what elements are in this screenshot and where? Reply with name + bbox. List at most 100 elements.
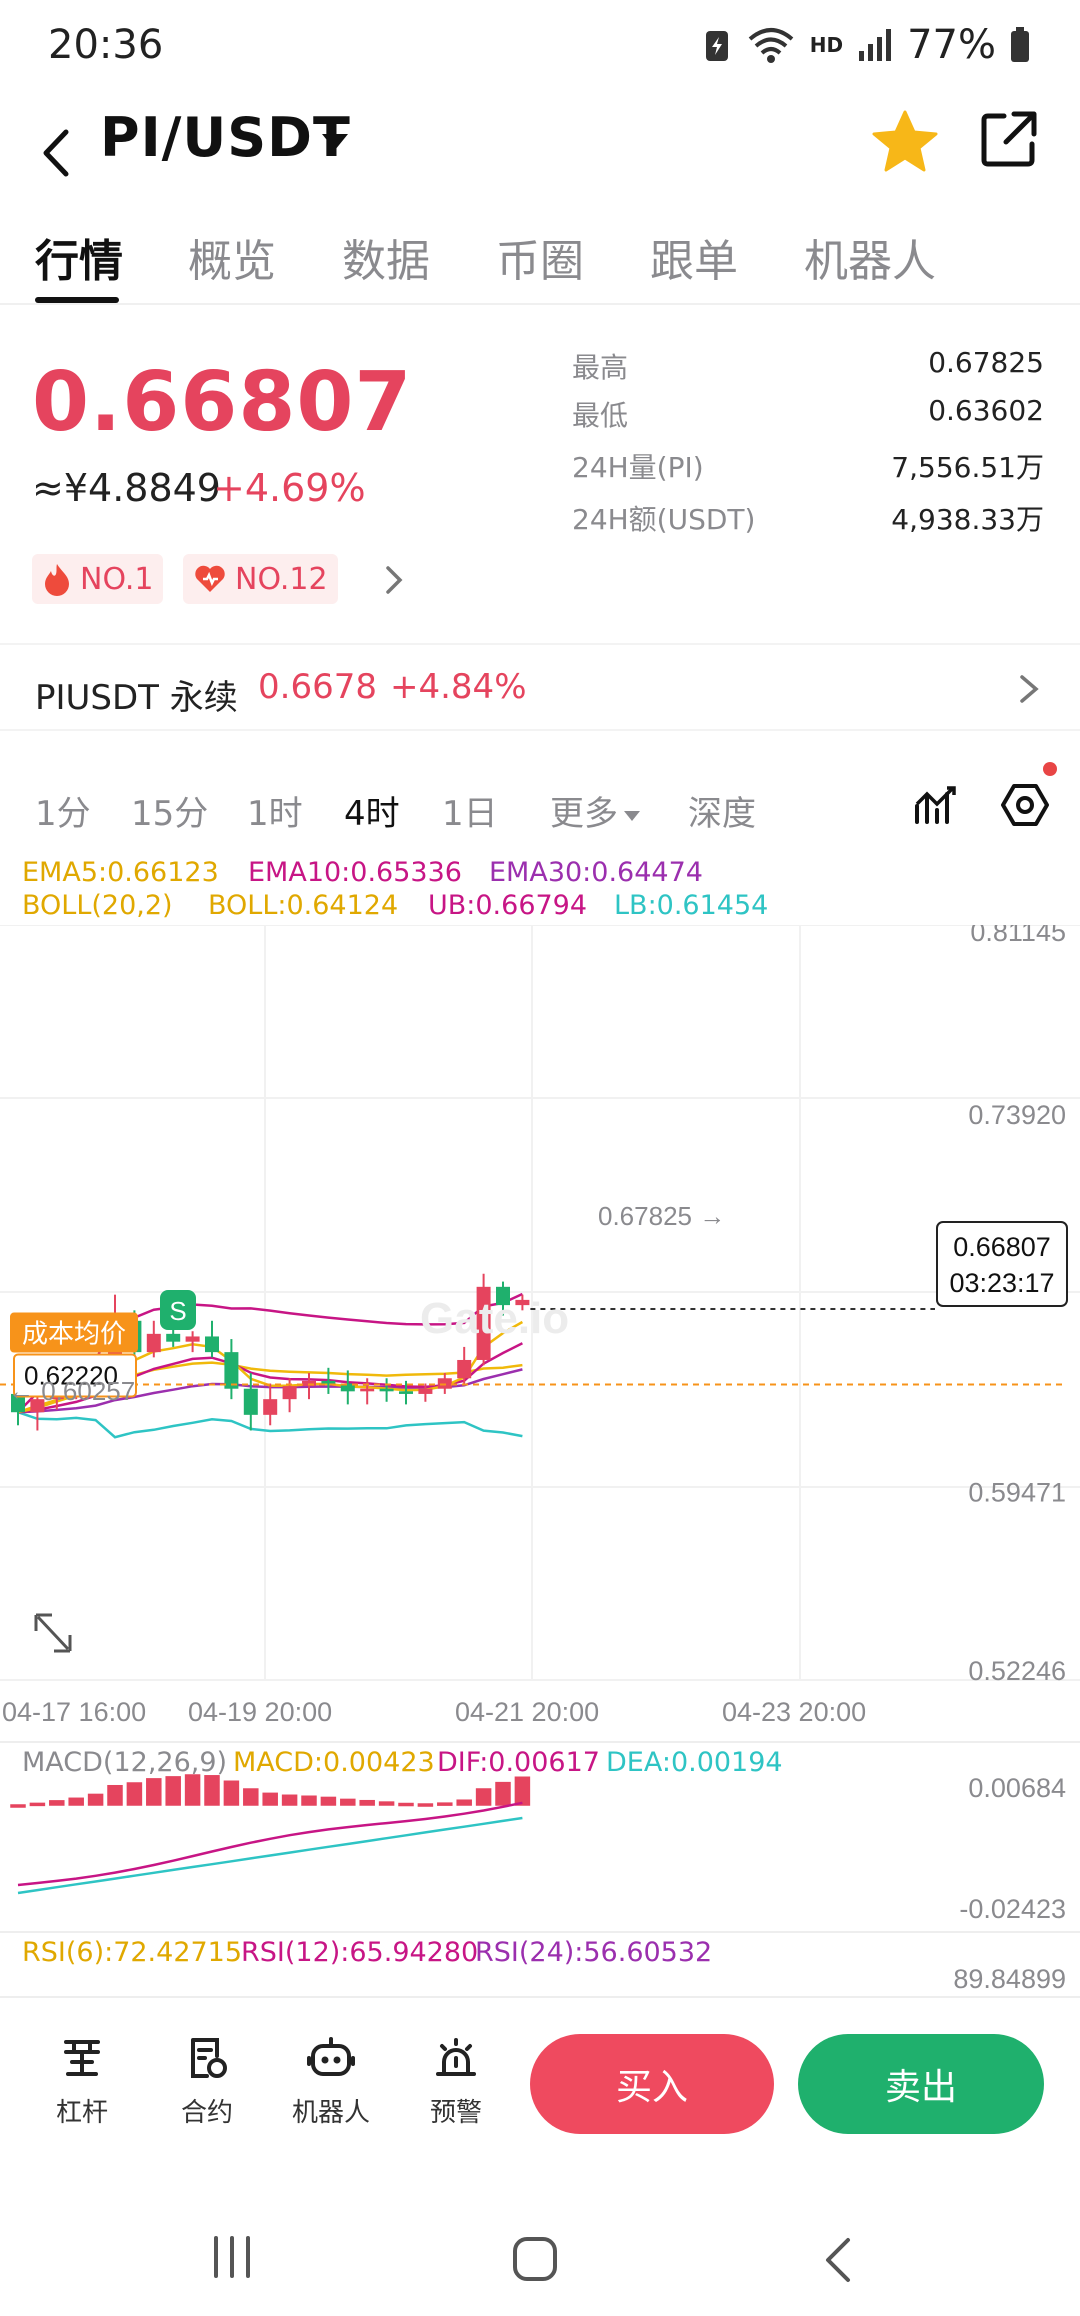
x-tick-label: 04-21 20:00 [455, 1697, 599, 1727]
candle-body [360, 1388, 375, 1392]
notification-dot [1043, 762, 1057, 776]
buy-button[interactable]: 买入 [530, 2034, 774, 2134]
legend-dea: DEA:0.00194 [606, 1747, 783, 1778]
bottom-leverage[interactable]: 杠杆 [32, 2036, 132, 2129]
macd-histogram-bar [146, 1778, 162, 1806]
rsi-tick-label: 89.84899 [953, 1964, 1066, 1994]
legend-boll-mid: BOLL:0.64124 [208, 890, 399, 921]
tab-data[interactable]: 数据 [342, 236, 430, 287]
expand-icon [34, 1613, 72, 1653]
back-icon[interactable] [30, 118, 90, 188]
stat-volume-value: 7,556.51万 [891, 451, 1044, 484]
battery-icon [1011, 27, 1029, 62]
macd-histogram-bar [49, 1800, 65, 1806]
perpetual-row[interactable]: PIUSDT 永续 0.6678 +4.84% [0, 643, 1080, 731]
stat-high-value: 0.67825 [928, 346, 1044, 379]
macd-histogram-bar [475, 1788, 492, 1806]
signal-marker: S [169, 1296, 186, 1326]
favorite-rank-label: NO.12 [235, 561, 328, 597]
candle-body [496, 1286, 510, 1306]
macd-histogram-bar [165, 1776, 181, 1806]
chart-overlay: 成本均价 0.62220← 0.60257 0.67825 → 0.66807 03:2… [0, 1201, 1068, 1653]
stat-turnover-value: 4,938.33万 [891, 503, 1044, 536]
y-tick-label: 0.52246 [968, 1656, 1066, 1686]
interval-15m[interactable]: 15分 [131, 794, 209, 834]
approx-cny-price: ≈¥4.8849 [32, 466, 221, 510]
pair-title[interactable]: PI/USDT [100, 106, 351, 169]
interval-1m[interactable]: 1分 [35, 794, 91, 834]
interval-1d[interactable]: 1日 [442, 794, 498, 834]
x-tick-label: 04-17 16:00 [2, 1697, 146, 1727]
active-tab-indicator [35, 297, 119, 303]
system-nav-bar [0, 2196, 1080, 2316]
candle-body [476, 1286, 491, 1360]
cost-value: 0.62220 [24, 1361, 118, 1391]
chevron-right-icon[interactable] [378, 562, 408, 598]
tab-overview[interactable]: 概览 [188, 236, 276, 287]
x-tick-label: 04-19 20:00 [188, 1697, 332, 1727]
recent-apps-icon[interactable] [210, 2236, 254, 2278]
watermark: Gate.io [420, 1294, 569, 1343]
bottom-contract[interactable]: 合约 [157, 2036, 257, 2129]
countdown-label: 03:23:17 [949, 1268, 1054, 1298]
hot-rank-badge[interactable]: NO.1 [32, 554, 164, 604]
legend-rsi24: RSI(24):56.60532 [475, 1937, 713, 1968]
tab-market[interactable]: 行情 [35, 236, 123, 287]
legend-rsi6: RSI(6):72.42715 [22, 1937, 243, 1968]
bottom-contract-label: 合约 [180, 2098, 233, 2128]
macd-dif-line [17, 1801, 523, 1887]
macd-histogram-bar [243, 1788, 259, 1806]
stat-high-label: 最高 [572, 351, 629, 384]
battery-percent: 77% [907, 22, 996, 68]
home-icon[interactable] [512, 2236, 558, 2282]
dropdown-caret-icon[interactable] [320, 130, 350, 154]
robot-icon [307, 2037, 355, 2076]
candle-body [302, 1380, 316, 1387]
share-icon[interactable] [978, 108, 1040, 170]
depth-tab[interactable]: 深度 [688, 794, 756, 834]
main-tabs: 行情 概览 数据 币圈 跟单 机器人 [0, 225, 1080, 305]
contract-icon [191, 2038, 227, 2078]
last-price: 0.66807 [32, 355, 413, 450]
current-price-box [936, 1221, 1068, 1307]
settings-hexagon-icon[interactable] [1000, 782, 1050, 828]
macd-histogram-bar [281, 1794, 298, 1806]
hd-indicator: HD [809, 33, 844, 57]
macd-histogram-bar [456, 1799, 472, 1806]
sell-button[interactable]: 卖出 [798, 2034, 1044, 2134]
header: PI/USDT [0, 100, 1080, 220]
macd-histogram-bar [437, 1802, 453, 1806]
candle-body [437, 1378, 452, 1389]
candle-body [515, 1299, 530, 1306]
macd-tick-label: 0.00684 [968, 1773, 1066, 1803]
candle-body [418, 1388, 433, 1394]
bottom-robot[interactable]: 机器人 [281, 2036, 381, 2129]
macd-histogram-bar [29, 1802, 46, 1807]
kline-chart[interactable]: 成本均价 0.62220← 0.60257 0.67825 → 0.66807 03:2… [0, 925, 1080, 1996]
chart-ticks: 0.81145 0.73920 0.59471 0.52246 04-17 16:00 0… [2, 925, 1066, 1727]
candle-body [243, 1388, 258, 1415]
macd-histogram-bar [417, 1803, 434, 1807]
bottom-action-bar: 杠杆 合约 机器人 预警 买入 卖出 [0, 1996, 1080, 2196]
legend-macd-params: MACD(12,26,9) [22, 1747, 228, 1778]
tab-robot[interactable]: 机器人 [804, 236, 936, 287]
favorite-star-icon[interactable] [870, 106, 940, 176]
macd-histogram-bar [10, 1804, 26, 1808]
interval-4h[interactable]: 4时 [344, 794, 400, 834]
nav-back-icon[interactable] [822, 2236, 854, 2284]
favorite-rank-badge[interactable]: NO.12 [183, 554, 338, 604]
interval-more[interactable]: 更多 [550, 786, 642, 835]
cost-label-bg [10, 1312, 138, 1353]
macd-histogram-bar [359, 1799, 375, 1806]
signal-icon [859, 29, 892, 61]
macd-histogram-bar [107, 1784, 123, 1806]
macd-histogram-bar [87, 1793, 104, 1806]
indicator-chart-icon[interactable] [913, 782, 959, 826]
interval-1h[interactable]: 1时 [247, 794, 303, 834]
macd-histogram-bar [514, 1776, 531, 1806]
tab-copy-trade[interactable]: 跟单 [650, 236, 738, 287]
leverage-icon [64, 2040, 100, 2076]
candle-body [399, 1391, 413, 1394]
bottom-alert[interactable]: 预警 [406, 2036, 506, 2129]
tab-coin-circle[interactable]: 币圈 [496, 236, 584, 287]
